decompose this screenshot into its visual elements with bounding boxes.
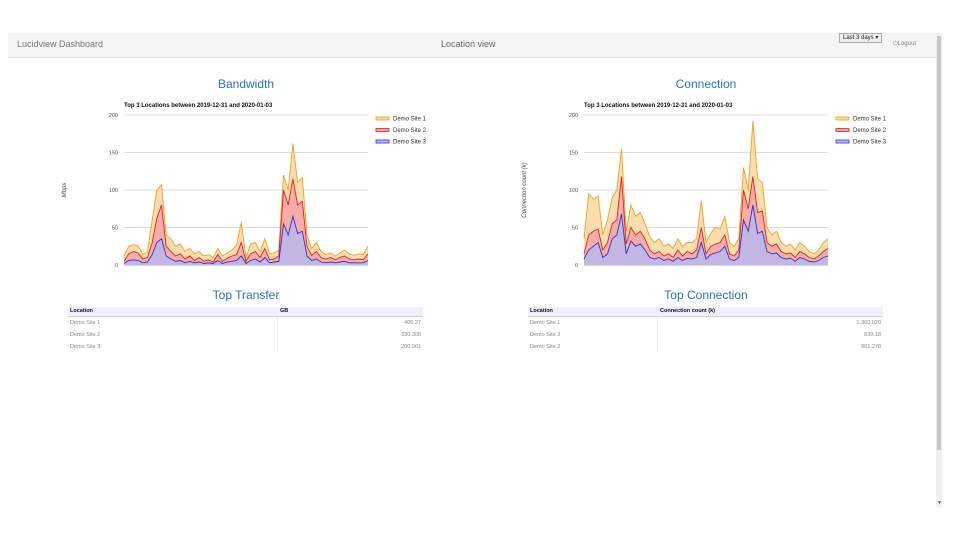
y-tick-label: 50 [112,226,118,232]
cell-value: 405.27 [404,320,421,326]
y-axis-label: Mbps [62,183,68,198]
chart-title: Top 3 Locations between 2019-12-31 and 2… [124,103,273,109]
top-transfer-title: Top Transfer [212,288,280,302]
column-header-connection-count[interactable]: Connection count (k) [660,308,715,314]
cell-location: Demo Site 2 [68,329,278,341]
table-row: Demo Site 1 405.27 [68,317,423,329]
top-transfer-table: Location GB Demo Site 1 405.27 Demo Site… [68,307,423,353]
series-line-1 [583,120,829,255]
series-area-1 [124,143,368,265]
y-tick-label: 200 [569,113,578,119]
y-tick-label: 200 [109,113,118,119]
y-tick-label: 150 [109,151,118,157]
cell-location: Demo Site 3 [528,329,658,341]
table-row: Demo Site 3 200.901 [68,341,423,353]
legend-label: Demo Site 2 [853,128,887,134]
column-header-location[interactable]: Location [68,307,278,316]
legend-swatch [375,116,390,121]
legend-label: Demo Site 2 [393,128,427,134]
cell-location: Demo Site 3 [68,341,278,353]
legend-label: Demo Site 3 [853,140,887,146]
legend-swatch [835,139,850,144]
legend-label: Demo Site 1 [853,117,887,123]
legend-swatch [835,116,850,121]
table-row: Demo Site 3 839.18 [528,329,883,341]
series-line-3 [583,204,829,263]
cell-value: 839.18 [864,332,881,338]
bandwidth-chart: Top 3 Locations between 2019-12-31 and 2… [62,103,427,269]
top-navbar: Lucidview Dashboard Location view Last 3… [8,33,936,58]
logout-button[interactable]: ⏻Logout [893,41,916,48]
legend-swatch [375,128,390,132]
legend-label: Demo Site 1 [393,117,427,123]
brand-link[interactable]: Lucidview Dashboard [17,39,104,49]
y-tick-label: 0 [575,263,578,269]
page-title: Location view [441,39,496,49]
table-row: Demo Site 2 801.278 [528,341,883,353]
cell-value: 200.901 [401,344,421,350]
y-tick-label: 100 [569,188,578,194]
scroll-down-arrow[interactable]: ▼ [937,500,942,506]
table-header: Location GB [68,307,423,317]
time-range-select[interactable]: Last 3 days ▾ [839,33,883,43]
table-row: Demo Site 1 1,360.020 [528,317,883,329]
bandwidth-title: Bandwidth [217,77,275,91]
cell-location: Demo Site 2 [528,341,658,353]
cell-value: 801.278 [861,344,881,350]
column-header-gb[interactable]: GB [280,308,289,314]
y-axis-label: Connection count (k) [522,162,528,217]
cell-value: 330.308 [401,332,421,338]
scrollbar-thumb[interactable] [937,36,941,450]
series-line-2 [583,176,829,260]
connection-chart: Top 3 Locations between 2019-12-31 and 2… [522,103,887,269]
legend-label: Demo Site 3 [393,140,427,146]
logout-label: Logout [897,41,917,47]
cell-location: Demo Site 1 [68,317,278,329]
legend-swatch [375,139,390,144]
chart-title: Top 3 Locations between 2019-12-31 and 2… [584,103,733,109]
column-header-location[interactable]: Location [528,307,658,316]
series-area-1 [584,121,828,265]
logout-icon: ⏻ [893,41,898,47]
series-line-1 [123,143,369,259]
top-connection-table: Location Connection count (k) Demo Site … [528,307,883,353]
y-tick-label: 100 [109,188,118,194]
y-tick-label: 50 [572,226,578,232]
y-tick-label: 0 [115,263,118,269]
series-line-3 [123,214,369,265]
cell-location: Demo Site 1 [528,317,658,329]
connection-title: Connection [675,77,737,91]
y-tick-label: 150 [569,151,578,157]
series-line-2 [123,178,369,263]
cell-value: 1,360.020 [856,320,881,326]
legend-swatch [835,128,850,132]
table-row: Demo Site 2 330.308 [68,329,423,341]
table-header: Location Connection count (k) [528,307,883,317]
top-connection-title: Top Connection [664,288,748,302]
